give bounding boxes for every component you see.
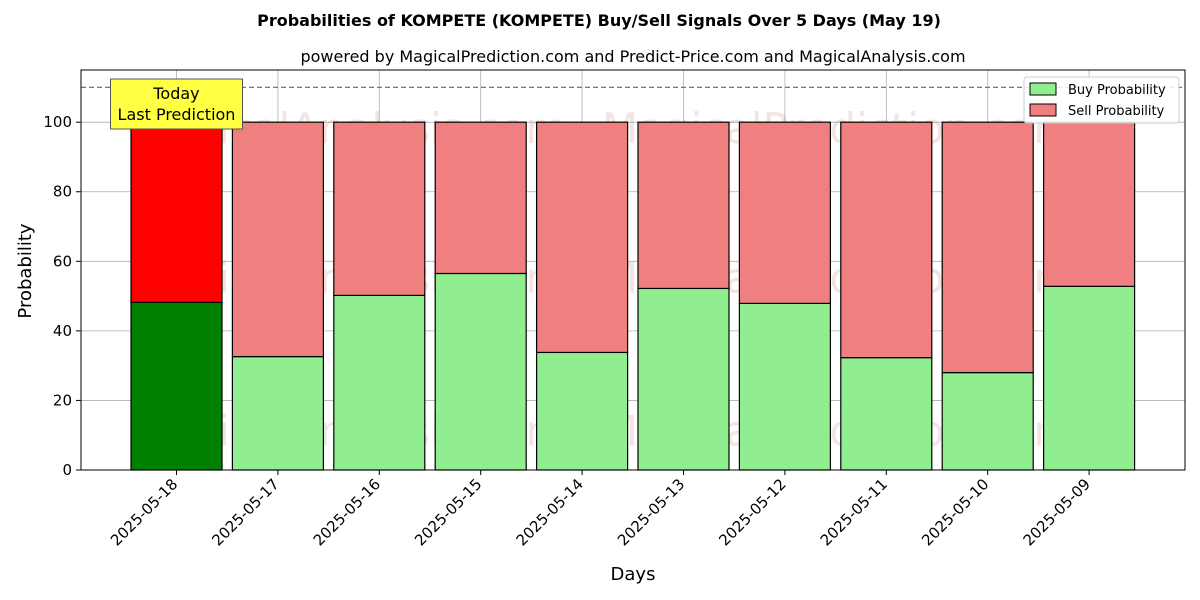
y-tick-label: 40 bbox=[53, 322, 72, 340]
bar-buy bbox=[738, 302, 832, 471]
x-tick-label: 2025-05-17 bbox=[208, 475, 282, 549]
x-axis-label: Days bbox=[611, 564, 656, 585]
bar-buy bbox=[840, 357, 933, 471]
bar-sell bbox=[738, 121, 832, 304]
legend-box bbox=[1023, 76, 1180, 124]
bar-buy bbox=[434, 272, 527, 471]
bar-sell bbox=[840, 121, 933, 359]
bar-sell bbox=[637, 121, 730, 290]
bar-sell bbox=[434, 121, 527, 275]
plot-area: MagicalAnalysis.comMagicalPrediction.com… bbox=[43, 69, 1186, 549]
legend-swatch bbox=[1029, 82, 1057, 96]
x-tick-label: 2025-05-13 bbox=[614, 475, 688, 549]
bar-buy bbox=[130, 301, 223, 471]
y-tick-label: 0 bbox=[62, 461, 72, 479]
plot-frame bbox=[80, 69, 1186, 471]
bar-sell bbox=[231, 121, 324, 358]
bar-buy bbox=[941, 372, 1034, 471]
bar-sell bbox=[333, 121, 426, 296]
annotation-text: Today bbox=[152, 84, 199, 103]
bar-buy bbox=[535, 351, 629, 471]
x-tick-label: 2025-05-18 bbox=[107, 475, 181, 549]
y-tick-label: 60 bbox=[53, 252, 72, 270]
chart-title: Probabilities of KOMPETE (KOMPETE) Buy/S… bbox=[257, 11, 941, 30]
bar-buy bbox=[637, 287, 730, 471]
x-tick-label: 2025-05-11 bbox=[817, 475, 891, 549]
chart-subtitle: powered by MagicalPrediction.com and Pre… bbox=[300, 47, 965, 66]
bar-sell bbox=[535, 121, 629, 354]
annotation-box bbox=[110, 78, 243, 130]
legend-label: Buy Probability bbox=[1068, 83, 1166, 98]
legend-label: Sell Probability bbox=[1068, 104, 1165, 119]
bar-buy bbox=[231, 356, 324, 471]
x-tick-label: 2025-05-16 bbox=[310, 475, 384, 549]
bar-sell bbox=[941, 121, 1034, 374]
x-tick-label: 2025-05-09 bbox=[1020, 475, 1094, 549]
bar-buy bbox=[333, 294, 426, 471]
x-tick-label: 2025-05-15 bbox=[411, 475, 485, 549]
x-tick-label: 2025-05-10 bbox=[918, 475, 992, 549]
y-tick-label: 80 bbox=[53, 183, 72, 201]
bar-buy bbox=[1042, 285, 1136, 471]
y-tick-label: 20 bbox=[53, 391, 72, 409]
y-tick-label: 100 bbox=[43, 113, 72, 131]
x-tick-label: 2025-05-12 bbox=[715, 475, 789, 549]
bar-sell bbox=[1042, 121, 1136, 287]
bar-sell bbox=[130, 121, 223, 303]
legend-swatch bbox=[1029, 103, 1057, 117]
x-tick-label: 2025-05-14 bbox=[513, 475, 587, 549]
y-axis-label: Probability bbox=[15, 223, 36, 318]
annotation-text: Last Prediction bbox=[118, 105, 236, 124]
